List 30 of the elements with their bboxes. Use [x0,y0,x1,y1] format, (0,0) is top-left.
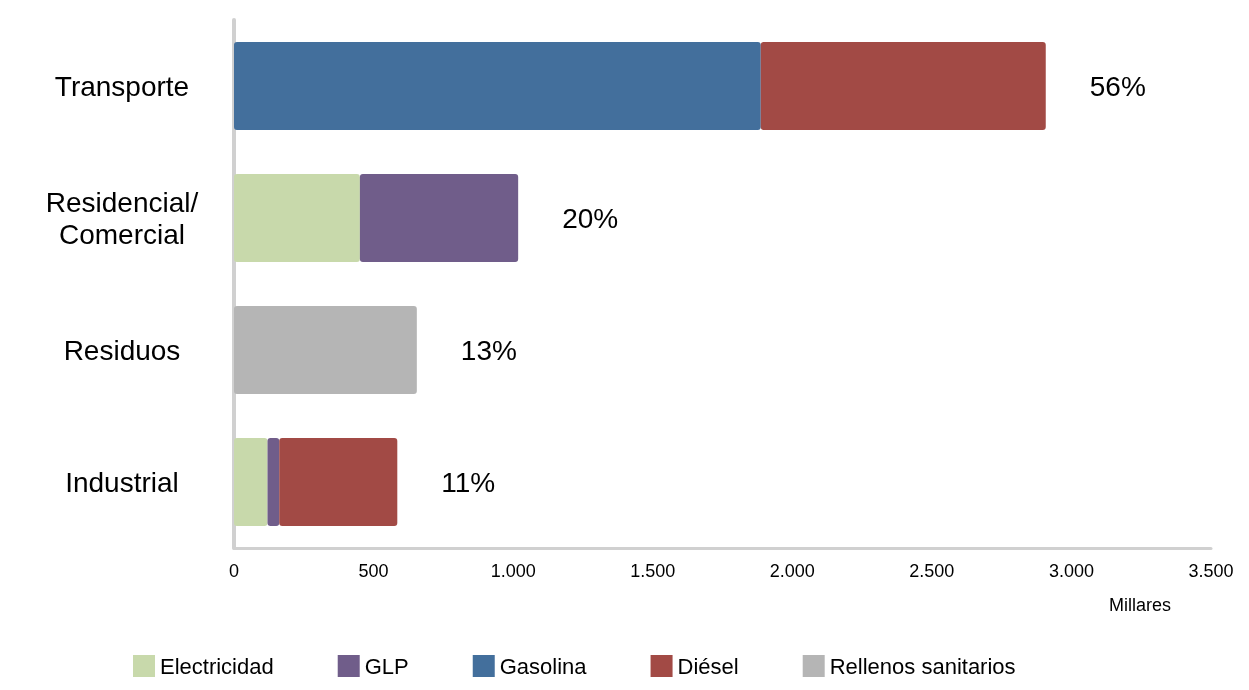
annotation: 13% [460,334,517,366]
x-tick-label: 2.500 [909,561,955,581]
legend-label: Gasolina [499,653,588,679]
bar [234,42,761,130]
legend-label: Diésel [677,653,739,679]
y-tick-label: Transporte [54,70,190,102]
x-tick-label: 0 [228,561,240,581]
bar [234,306,417,394]
x-axis-title: Millares [1108,595,1171,615]
x-tick-label: 2.000 [769,561,815,581]
x-tick-label: 3.500 [1188,561,1234,581]
bar [234,438,268,526]
y-tick-label: Residuos [63,334,181,366]
annotation: 11% [441,466,496,498]
bar [279,438,398,526]
bar [234,174,360,262]
annotation: 20% [562,202,619,234]
annotation: 56% [1089,70,1146,102]
x-tick-label: 500 [358,561,389,581]
legend-label: Rellenos sanitarios [829,653,1016,679]
bar [267,438,280,526]
y-tick-label: Industrial [65,466,179,498]
x-tick-label: 1.500 [630,561,676,581]
legend-label: GLP [364,653,409,679]
legend-label: Electricidad [160,653,274,679]
bar [359,174,519,262]
bar [760,42,1046,130]
x-tick-label: 1.000 [490,561,536,581]
x-tick-label: 3.000 [1048,561,1094,581]
y-tick-label: Residencial/ Comercial [45,186,199,250]
